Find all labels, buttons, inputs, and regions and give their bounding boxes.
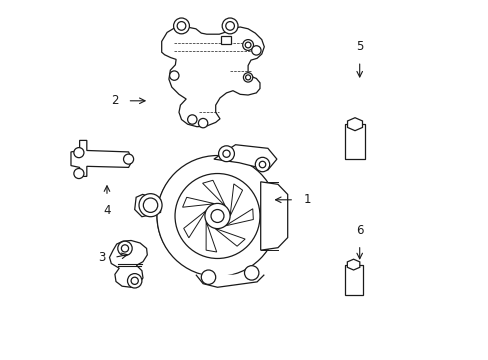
Polygon shape [347, 118, 362, 131]
Polygon shape [134, 194, 160, 217]
Circle shape [175, 174, 260, 258]
Polygon shape [196, 275, 264, 287]
Text: 3: 3 [98, 251, 105, 264]
Circle shape [211, 210, 224, 222]
Circle shape [251, 46, 261, 55]
Ellipse shape [157, 157, 277, 275]
Text: 6: 6 [355, 224, 363, 237]
Circle shape [143, 198, 158, 212]
Polygon shape [162, 27, 264, 127]
Circle shape [245, 75, 250, 80]
Circle shape [139, 194, 162, 217]
Circle shape [255, 157, 269, 172]
Polygon shape [182, 197, 214, 207]
Polygon shape [71, 140, 131, 176]
Polygon shape [205, 221, 216, 252]
Circle shape [244, 42, 250, 48]
Polygon shape [225, 209, 253, 226]
Polygon shape [260, 182, 287, 250]
Polygon shape [213, 145, 276, 170]
Circle shape [242, 40, 253, 50]
Bar [344, 124, 365, 159]
Polygon shape [183, 211, 206, 238]
Circle shape [177, 22, 185, 30]
Circle shape [131, 277, 138, 284]
Bar [344, 265, 362, 295]
Circle shape [121, 245, 128, 252]
Polygon shape [230, 184, 242, 216]
Circle shape [204, 203, 230, 229]
Polygon shape [346, 259, 359, 270]
Text: 4: 4 [103, 204, 110, 217]
Circle shape [244, 266, 258, 280]
Circle shape [259, 161, 265, 168]
Text: 5: 5 [355, 40, 363, 53]
Circle shape [123, 154, 133, 164]
Polygon shape [214, 228, 244, 246]
Circle shape [74, 168, 84, 179]
Circle shape [187, 115, 197, 124]
Circle shape [225, 22, 234, 30]
Circle shape [74, 148, 84, 158]
Bar [221, 36, 231, 44]
Polygon shape [109, 240, 147, 287]
Circle shape [157, 156, 277, 276]
Circle shape [198, 118, 207, 128]
Circle shape [218, 146, 234, 162]
Circle shape [118, 241, 132, 256]
Circle shape [222, 18, 238, 34]
Circle shape [169, 71, 179, 80]
Polygon shape [202, 180, 225, 206]
Circle shape [223, 150, 230, 157]
Circle shape [201, 270, 215, 284]
Circle shape [127, 274, 142, 288]
Circle shape [243, 73, 252, 82]
Text: 2: 2 [111, 94, 118, 107]
Text: 1: 1 [303, 193, 310, 206]
Circle shape [173, 18, 189, 34]
